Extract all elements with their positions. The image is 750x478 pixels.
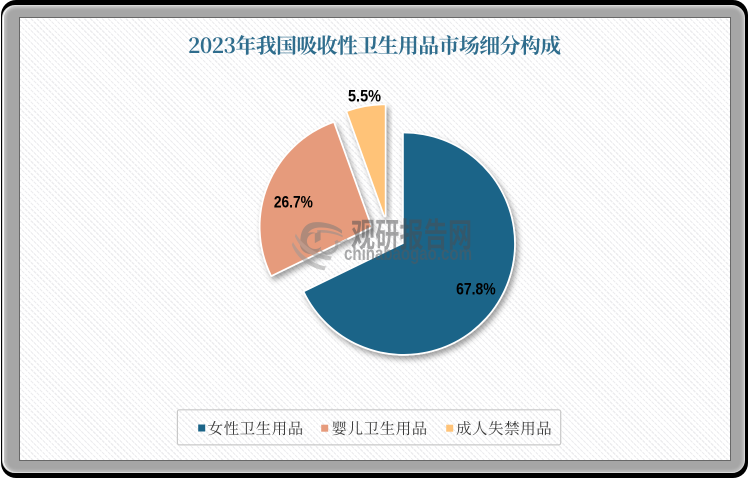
svg-text:67.8%: 67.8%: [456, 281, 496, 299]
svg-text:26.7%: 26.7%: [274, 194, 313, 212]
svg-text:chinabaogao.com: chinabaogao.com: [344, 244, 472, 265]
svg-text:5.5%: 5.5%: [348, 87, 381, 105]
